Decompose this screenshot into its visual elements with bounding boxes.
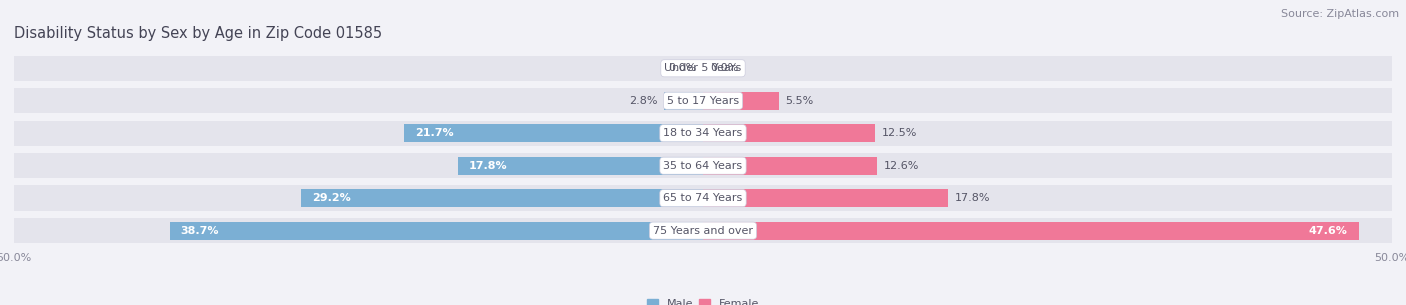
Bar (14, 153, 1392, 178)
Bar (301, 189, 703, 207)
Text: 17.8%: 17.8% (955, 193, 991, 203)
Bar (703, 222, 1358, 239)
Text: Under 5 Years: Under 5 Years (665, 63, 741, 73)
Bar (14, 218, 1392, 243)
Text: 12.6%: 12.6% (883, 161, 920, 171)
Legend: Male, Female: Male, Female (647, 299, 759, 305)
Text: 21.7%: 21.7% (415, 128, 454, 138)
Bar (458, 157, 703, 174)
Text: 12.5%: 12.5% (882, 128, 918, 138)
Text: 65 to 74 Years: 65 to 74 Years (664, 193, 742, 203)
Text: 75 Years and over: 75 Years and over (652, 226, 754, 236)
Text: 0.0%: 0.0% (710, 63, 738, 73)
Bar (14, 185, 1392, 211)
Bar (14, 120, 1392, 146)
Text: 38.7%: 38.7% (181, 226, 219, 236)
Text: 35 to 64 Years: 35 to 64 Years (664, 161, 742, 171)
Text: 0.0%: 0.0% (668, 63, 696, 73)
Bar (703, 189, 948, 207)
Text: 17.8%: 17.8% (468, 161, 508, 171)
Bar (170, 222, 703, 239)
Text: 5.5%: 5.5% (786, 96, 814, 106)
Bar (404, 124, 703, 142)
Text: Disability Status by Sex by Age in Zip Code 01585: Disability Status by Sex by Age in Zip C… (14, 26, 382, 41)
Bar (703, 157, 876, 174)
Text: 2.8%: 2.8% (628, 96, 658, 106)
Bar (14, 88, 1392, 113)
Text: 5 to 17 Years: 5 to 17 Years (666, 96, 740, 106)
Text: 18 to 34 Years: 18 to 34 Years (664, 128, 742, 138)
Bar (665, 92, 703, 110)
Bar (703, 92, 779, 110)
Text: 29.2%: 29.2% (312, 193, 350, 203)
Bar (14, 56, 1392, 81)
Bar (703, 124, 875, 142)
Text: 47.6%: 47.6% (1309, 226, 1348, 236)
Text: Source: ZipAtlas.com: Source: ZipAtlas.com (1281, 9, 1399, 19)
